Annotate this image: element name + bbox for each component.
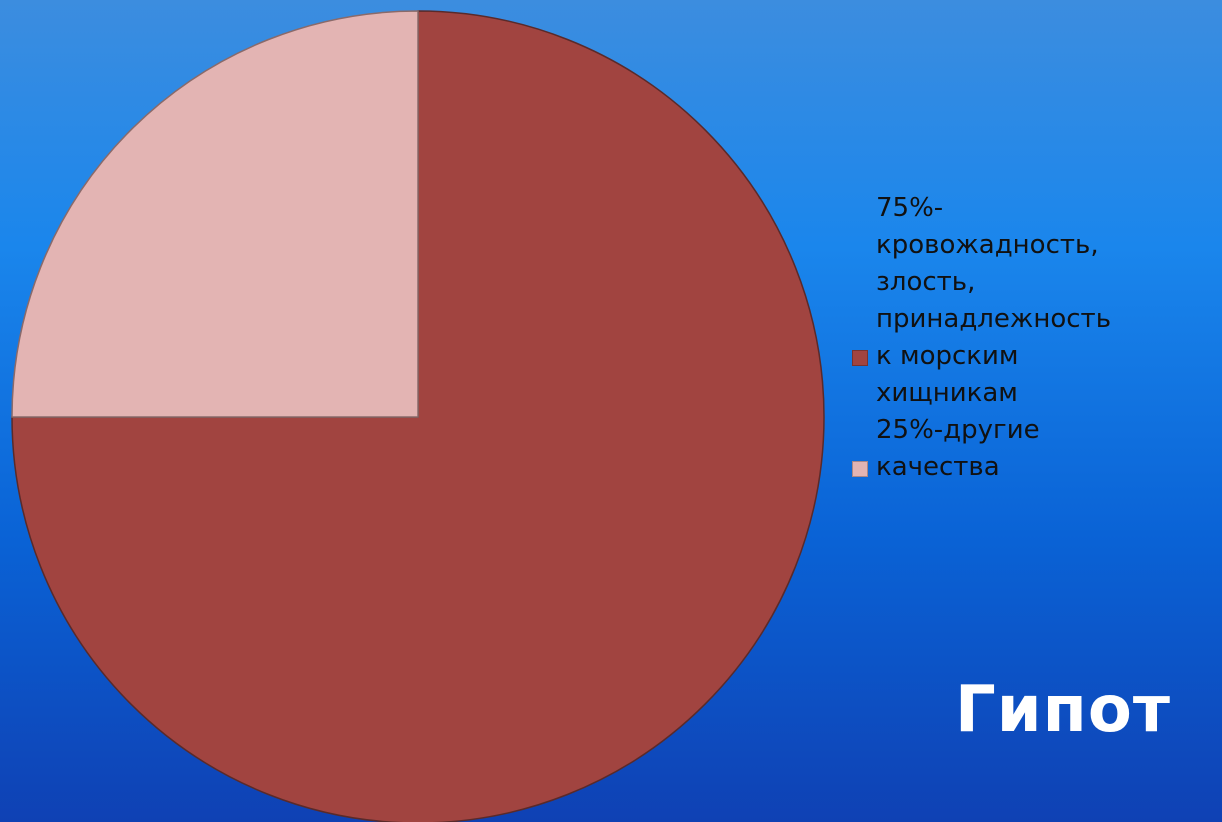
legend-swatch-blood: [852, 350, 868, 366]
legend-item-other: 25%-другие качества: [850, 412, 1222, 486]
legend-label-blood: 75%- кровожадность, злость, принадлежнос…: [876, 193, 1112, 408]
legend-item-blood: 75%- кровожадность, злость, принадлежнос…: [850, 190, 1222, 412]
legend-swatch-other: [852, 461, 868, 477]
slide-title: Гипот: [955, 673, 1171, 747]
pie-slice-other: [11, 10, 419, 418]
legend-label-other: 25%-другие качества: [876, 415, 1040, 482]
chart-legend: 75%- кровожадность, злость, принадлежнос…: [850, 190, 1222, 486]
